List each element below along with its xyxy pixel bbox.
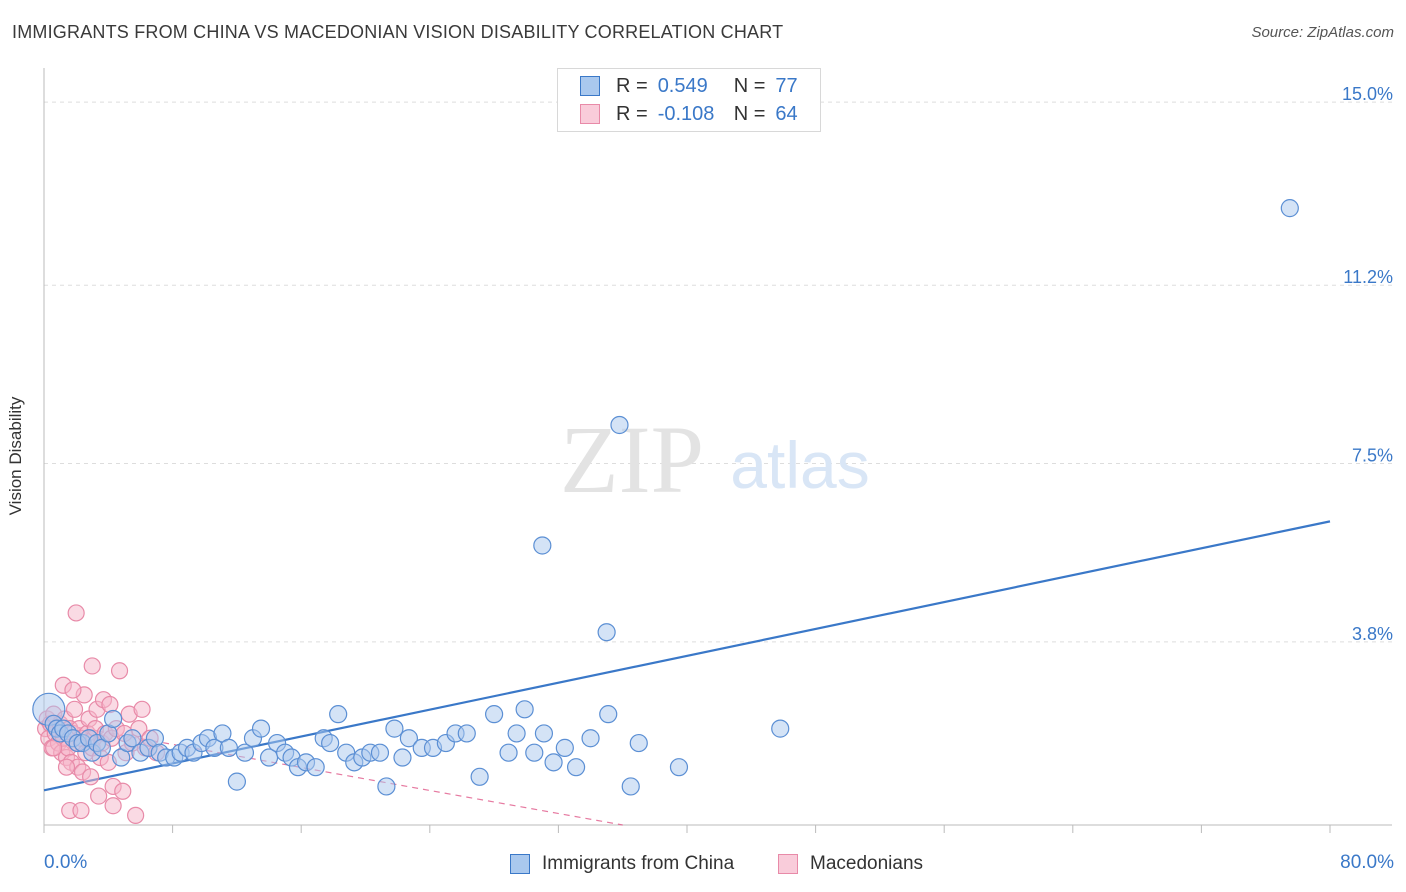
data-point-macedonians-60 (57, 758, 76, 776)
y-tick-label-1: 7.5% (1352, 446, 1393, 466)
series-immigrants-from-china (32, 199, 1299, 796)
legend-n-value: 64 (775, 102, 798, 125)
bottom-legend-macedonians: Macedonians (778, 852, 923, 876)
data-point-macedonians-33 (90, 787, 108, 805)
data-point-china-33 (235, 743, 255, 762)
legend-r-value: 0.549 (657, 74, 708, 97)
data-point-china-62 (499, 743, 518, 762)
data-point-china-72 (610, 415, 629, 435)
y-tick-label-3: 15.0% (1342, 84, 1393, 104)
gridlines (44, 101, 1392, 643)
data-point-china-60 (470, 767, 489, 786)
data-point-china-78 (771, 719, 790, 738)
legend-n-label: N = (733, 102, 766, 125)
data-point-china-69 (566, 758, 586, 777)
y-tick-labels: 3.8% 7.5% 11.2% 15.0% (1342, 84, 1393, 644)
chart-title: IMMIGRANTS FROM CHINA VS MACEDONIAN VISI… (12, 22, 784, 42)
data-point-macedonians-50 (133, 700, 151, 718)
data-point-china-31 (219, 738, 238, 757)
data-point-macedonians-48 (127, 806, 145, 824)
data-point-china-53 (393, 748, 412, 767)
data-point-china-68 (555, 738, 574, 757)
bottom-legend-label-macedonians: Macedonians (810, 853, 924, 874)
x-tick-label-min: 0.0% (44, 852, 88, 873)
data-point-china-14 (104, 709, 123, 729)
data-point-china-44 (321, 733, 340, 753)
data-point-china-54 (399, 729, 419, 748)
legend-r-value: -0.108 (657, 102, 715, 125)
watermark-zip: ZIP (560, 406, 704, 513)
data-point-china-66 (534, 724, 554, 743)
data-point-china-79 (1280, 199, 1299, 218)
data-point-macedonians-43 (110, 662, 129, 680)
legend-swatch-pink (580, 104, 600, 124)
data-point-china-35 (251, 719, 271, 738)
data-point-china-52 (385, 719, 404, 738)
data-point-macedonians-44 (114, 782, 132, 800)
data-point-china-65 (525, 743, 544, 762)
x-tick-label-max: 80.0% (1340, 852, 1394, 873)
data-point-macedonians-57 (104, 797, 122, 815)
data-point-macedonians-28 (82, 768, 100, 786)
data-point-macedonians-59 (45, 739, 63, 757)
bottom-legend-swatch-pink (778, 854, 798, 874)
data-point-china-64 (515, 700, 534, 719)
axes (43, 68, 1392, 833)
chart-source: Source: ZipAtlas.com (1251, 24, 1394, 41)
data-point-macedonians-39 (101, 695, 119, 714)
watermark-atlas: atlas (730, 428, 869, 502)
data-point-china-67 (544, 753, 563, 772)
data-point-china-45 (329, 705, 348, 724)
data-point-china-63 (507, 724, 526, 743)
y-tick-label-2: 11.2% (1343, 267, 1393, 287)
bottom-legend-label-china: Immigrants from China (542, 853, 735, 874)
data-point-china-50 (370, 743, 390, 762)
bottom-legend-swatch-blue (510, 854, 530, 874)
data-point-china-75 (621, 777, 640, 796)
data-point-china-74 (599, 705, 618, 724)
y-axis-label: Vision Disability (6, 396, 25, 516)
data-point-macedonians-58 (72, 801, 90, 820)
data-point-china-77 (669, 758, 689, 777)
data-point-china-51 (377, 777, 396, 796)
legend-r-label: R = (616, 102, 648, 125)
data-point-macedonians-53 (64, 681, 82, 699)
data-point-china-17 (123, 729, 142, 748)
data-point-china-71 (597, 623, 616, 642)
data-point-china-42 (306, 758, 325, 777)
data-point-china-59 (457, 724, 476, 743)
legend-n-label: N = (733, 74, 766, 97)
trendline-macedonians (43, 720, 623, 826)
data-point-china-73 (533, 536, 552, 555)
data-point-china-32 (227, 772, 246, 791)
data-point-macedonians-18 (65, 700, 84, 718)
watermark: ZIP atlas (560, 406, 870, 513)
correlation-legend: R = 0.549 N = 77 R = -0.108 N = 64 (557, 68, 821, 132)
legend-n-value: 77 (775, 74, 798, 97)
legend-row-china: R = 0.549 N = 77 (580, 74, 798, 98)
legend-swatch-blue (580, 76, 600, 96)
legend-r-label: R = (616, 74, 648, 97)
data-point-china-61 (485, 705, 504, 724)
y-tick-label-0: 3.8% (1352, 624, 1393, 644)
data-point-china-70 (581, 729, 600, 748)
data-point-china-76 (629, 733, 648, 753)
data-point-macedonians-56 (83, 657, 101, 675)
bottom-legend-china: Immigrants from China (510, 852, 734, 876)
legend-row-macedonians: R = -0.108 N = 64 (580, 102, 798, 126)
data-point-macedonians-55 (67, 604, 85, 622)
